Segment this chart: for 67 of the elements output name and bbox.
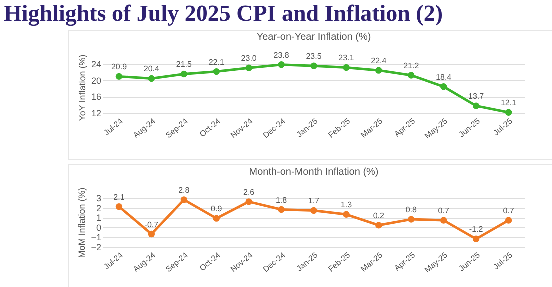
y-axis-title: YoY Inflation (%): [77, 54, 88, 122]
point: [246, 64, 252, 72]
text: 18.4: [436, 72, 452, 82]
chart-title: Year-on-Year Inflation (%): [256, 32, 372, 43]
text: 20.9: [111, 62, 128, 72]
y-tick-label: 1: [96, 213, 102, 224]
y-tick-label: 20: [91, 76, 102, 86]
data-label: 2.8: [178, 186, 190, 195]
y-tick-label: 0: [96, 222, 102, 233]
point: [180, 196, 188, 204]
point: [408, 216, 415, 223]
text: 12.1: [500, 98, 517, 108]
y-tick-label: −1: [91, 232, 102, 243]
data-label: 1.7: [308, 196, 320, 206]
y-tick-label: −2: [91, 242, 102, 252]
point: [180, 70, 188, 78]
point: [472, 236, 480, 243]
data-label: 0.8: [406, 206, 418, 215]
point: [440, 84, 448, 90]
data-label: 1.3: [340, 200, 353, 210]
point: [116, 203, 123, 210]
data-label: 1.8: [276, 196, 288, 205]
data-label: 0.7: [438, 206, 450, 216]
data-label: -0.7: [144, 220, 160, 230]
point: [116, 73, 123, 80]
point: [343, 64, 350, 72]
point: [278, 62, 285, 68]
text: 23.0: [241, 54, 257, 64]
point: [213, 215, 220, 222]
point: [278, 206, 285, 214]
data-label: 0.7: [503, 206, 515, 216]
point: [505, 109, 512, 116]
point: [310, 62, 318, 70]
data-label: 0.9: [211, 204, 223, 214]
text: 22.1: [208, 58, 224, 67]
text: 23.1: [338, 54, 354, 63]
point: [376, 67, 382, 74]
data-label: 2.1: [114, 192, 126, 202]
point: [343, 211, 350, 218]
point: [213, 68, 220, 76]
point: [505, 217, 512, 224]
y-tick-label: 12: [91, 108, 102, 118]
data-label: 2.6: [244, 188, 256, 197]
y-tick-label: 3: [96, 194, 102, 204]
point: [148, 230, 156, 238]
y-axis-title: MoM Inflation (%): [77, 188, 88, 258]
point: [440, 217, 448, 224]
point: [408, 72, 415, 79]
chart-title: Month-on-Month Inflation (%): [249, 166, 379, 178]
y-tick-label: 2: [96, 203, 102, 214]
point: [310, 207, 318, 214]
point: [246, 198, 252, 206]
text: 23.8: [274, 50, 290, 60]
data-label: -1.2: [469, 225, 484, 234]
text: 20.4: [144, 64, 160, 74]
text: Highlights of July 2025 CPI and Inflation (2): [3, 0, 444, 28]
point: [148, 75, 156, 82]
y-tick-label: 16: [91, 92, 102, 102]
y-tick-label: 24: [91, 60, 102, 70]
text: 13.7: [468, 92, 484, 102]
point: [376, 222, 382, 229]
text: 21.5: [176, 60, 192, 70]
data-label: 0.2: [373, 211, 386, 220]
text: 23.5: [306, 52, 322, 62]
point: [472, 102, 480, 110]
text: 22.4: [371, 56, 387, 66]
text: 21.2: [404, 61, 420, 70]
